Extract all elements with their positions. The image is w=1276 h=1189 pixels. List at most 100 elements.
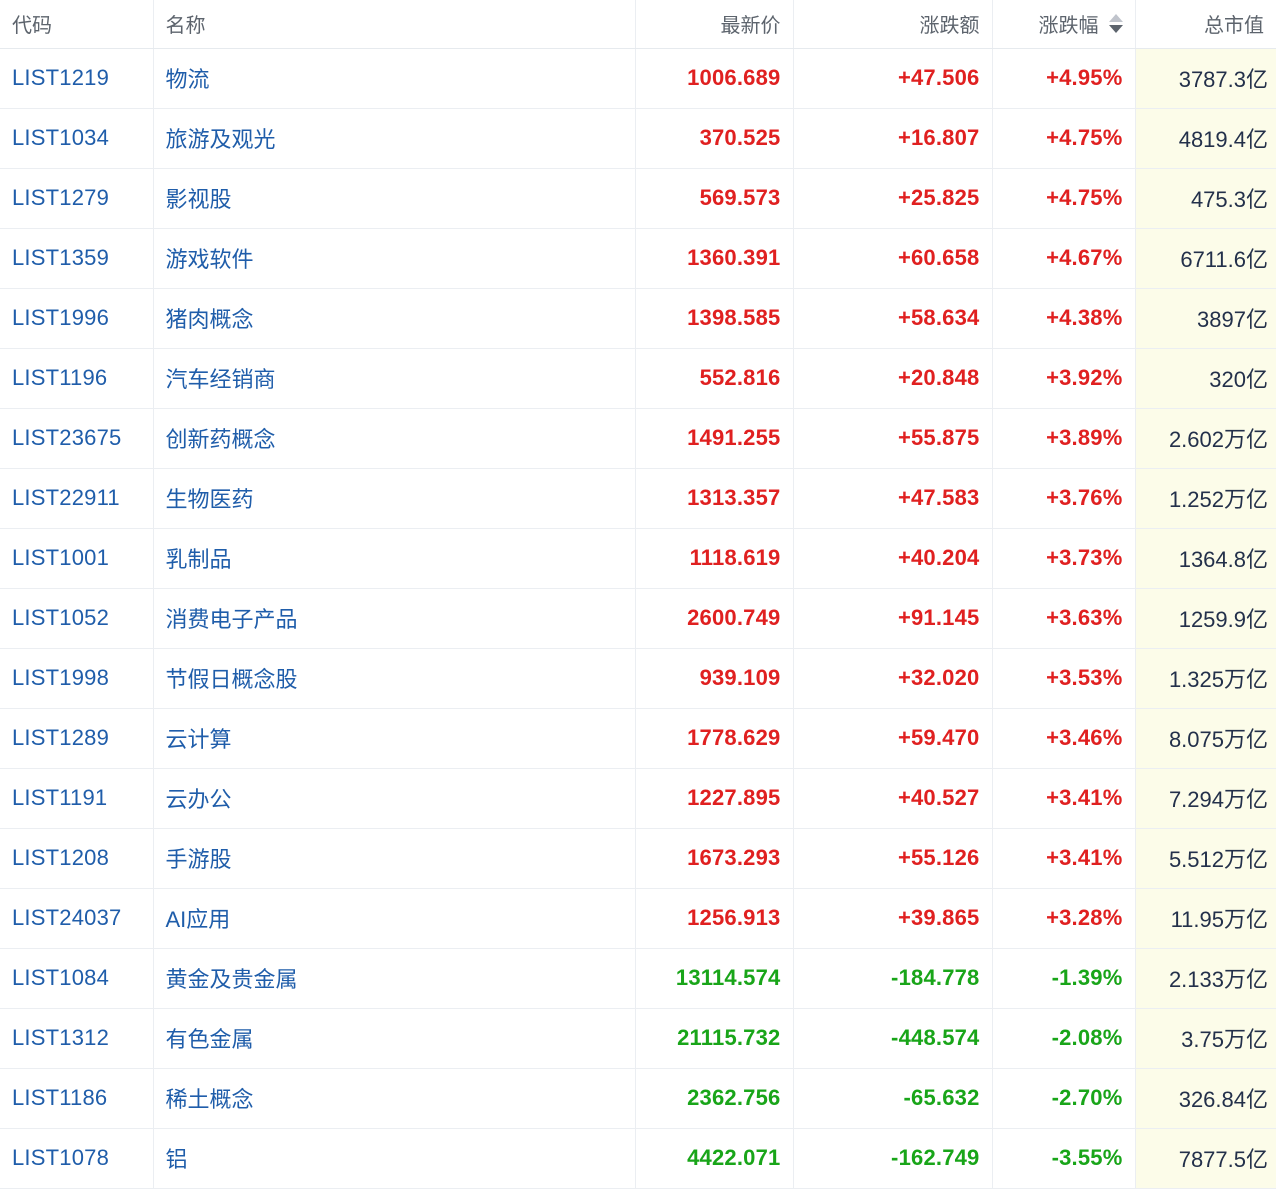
cell-name[interactable]: 物流 (153, 48, 636, 109)
column-header-change-percent[interactable]: 涨跌幅 (992, 0, 1136, 49)
cell-code[interactable]: LIST1196 (0, 348, 154, 409)
cell-change-percent: +3.46% (992, 708, 1136, 769)
cell-code[interactable]: LIST23675 (0, 408, 154, 469)
cell-change-amount: +32.020 (793, 648, 993, 709)
table-row[interactable]: LIST1078 铝 4422.071 -162.749 -3.55% 7877.5亿 (0, 1128, 1276, 1189)
cell-code[interactable]: LIST1078 (0, 1128, 154, 1189)
cell-name[interactable]: 乳制品 (153, 528, 636, 589)
cell-change-amount: +16.807 (793, 108, 993, 169)
table-row[interactable]: LIST1052 消费电子产品 2600.749 +91.145 +3.63% 1259.… (0, 588, 1276, 649)
cell-code[interactable]: LIST1191 (0, 768, 154, 829)
table-row[interactable]: LIST1084 黄金及贵金属 13114.574 -184.778 -1.39% 2.1… (0, 948, 1276, 1009)
cell-market-cap: 475.3亿 (1135, 168, 1276, 229)
cell-code[interactable]: LIST1034 (0, 108, 154, 169)
cell-market-cap: 1.252万亿 (1135, 468, 1276, 529)
cell-code[interactable]: LIST22911 (0, 468, 154, 529)
cell-market-cap: 4819.4亿 (1135, 108, 1276, 169)
cell-code[interactable]: LIST1186 (0, 1068, 154, 1129)
sort-descending-icon[interactable] (1108, 25, 1123, 34)
cell-code[interactable]: LIST1219 (0, 48, 154, 109)
table-row[interactable]: LIST1208 手游股 1673.293 +55.126 +3.41% 5.512万亿 (0, 828, 1276, 889)
column-header-change[interactable]: 涨跌额 (793, 0, 993, 49)
cell-change-amount: +40.204 (793, 528, 993, 589)
cell-latest-price: 1360.391 (635, 228, 794, 289)
cell-name[interactable]: 猪肉概念 (153, 288, 636, 349)
cell-change-amount: -184.778 (793, 948, 993, 1009)
cell-change-amount: +60.658 (793, 228, 993, 289)
cell-code[interactable]: LIST1312 (0, 1008, 154, 1069)
table-header-row: 代码 名称 最新价 涨跌额 涨跌幅 总市值 (0, 0, 1276, 49)
table-row[interactable]: LIST1359 游戏软件 1360.391 +60.658 +4.67% 6711.6亿 (0, 228, 1276, 289)
column-header-market-cap[interactable]: 总市值 (1135, 0, 1276, 49)
cell-change-amount: +25.825 (793, 168, 993, 229)
table-row[interactable]: LIST1312 有色金属 21115.732 -448.574 -2.08% 3.75万… (0, 1008, 1276, 1069)
table-row[interactable]: LIST24037 AI应用 1256.913 +39.865 +3.28% 11.95万… (0, 888, 1276, 949)
column-header-price[interactable]: 最新价 (635, 0, 794, 49)
cell-latest-price: 939.109 (635, 648, 794, 709)
cell-code[interactable]: LIST1279 (0, 168, 154, 229)
cell-name[interactable]: 影视股 (153, 168, 636, 229)
cell-code[interactable]: LIST1208 (0, 828, 154, 889)
table-row[interactable]: LIST1001 乳制品 1118.619 +40.204 +3.73% 1364.8亿 (0, 528, 1276, 589)
cell-name[interactable]: 节假日概念股 (153, 648, 636, 709)
cell-change-percent: +3.92% (992, 348, 1136, 409)
table-row[interactable]: LIST1196 汽车经销商 552.816 +20.848 +3.92% 320亿 (0, 348, 1276, 409)
cell-name[interactable]: 消费电子产品 (153, 588, 636, 649)
cell-change-amount: -162.749 (793, 1128, 993, 1189)
cell-change-percent: +3.89% (992, 408, 1136, 469)
cell-name[interactable]: 手游股 (153, 828, 636, 889)
cell-market-cap: 11.95万亿 (1135, 888, 1276, 949)
cell-market-cap: 2.133万亿 (1135, 948, 1276, 1009)
cell-market-cap: 2.602万亿 (1135, 408, 1276, 469)
cell-code[interactable]: LIST24037 (0, 888, 154, 949)
cell-name[interactable]: 云办公 (153, 768, 636, 829)
cell-change-percent: -2.08% (992, 1008, 1136, 1069)
cell-latest-price: 21115.732 (635, 1008, 794, 1069)
cell-code[interactable]: LIST1084 (0, 948, 154, 1009)
sort-arrows[interactable] (1108, 14, 1123, 34)
cell-name[interactable]: 黄金及贵金属 (153, 948, 636, 1009)
cell-market-cap: 7877.5亿 (1135, 1128, 1276, 1189)
table-row[interactable]: LIST1996 猪肉概念 1398.585 +58.634 +4.38% 3897亿 (0, 288, 1276, 349)
column-header-code[interactable]: 代码 (0, 0, 154, 49)
table-row[interactable]: LIST1279 影视股 569.573 +25.825 +4.75% 475.3亿 (0, 168, 1276, 229)
cell-change-amount: +20.848 (793, 348, 993, 409)
cell-code[interactable]: LIST1998 (0, 648, 154, 709)
cell-name[interactable]: 铝 (153, 1128, 636, 1189)
cell-change-amount: +55.875 (793, 408, 993, 469)
column-header-code-label: 代码 (12, 15, 52, 38)
table-row[interactable]: LIST22911 生物医药 1313.357 +47.583 +3.76% 1.252万… (0, 468, 1276, 529)
cell-name[interactable]: 旅游及观光 (153, 108, 636, 169)
cell-market-cap: 3897亿 (1135, 288, 1276, 349)
table-row[interactable]: LIST1998 节假日概念股 939.109 +32.020 +3.53% 1.325万… (0, 648, 1276, 709)
cell-code[interactable]: LIST1052 (0, 588, 154, 649)
table-row[interactable]: LIST1289 云计算 1778.629 +59.470 +3.46% 8.075万亿 (0, 708, 1276, 769)
cell-latest-price: 4422.071 (635, 1128, 794, 1189)
table-row[interactable]: LIST1034 旅游及观光 370.525 +16.807 +4.75% 4819.4亿 (0, 108, 1276, 169)
sort-ascending-icon[interactable] (1108, 14, 1123, 23)
cell-name[interactable]: 生物医药 (153, 468, 636, 529)
cell-code[interactable]: LIST1001 (0, 528, 154, 589)
cell-name[interactable]: 创新药概念 (153, 408, 636, 469)
cell-name[interactable]: 稀土概念 (153, 1068, 636, 1129)
cell-latest-price: 1398.585 (635, 288, 794, 349)
cell-name[interactable]: 有色金属 (153, 1008, 636, 1069)
column-header-name[interactable]: 名称 (153, 0, 636, 49)
table-row[interactable]: LIST1186 稀土概念 2362.756 -65.632 -2.70% 326.84亿 (0, 1068, 1276, 1129)
cell-code[interactable]: LIST1996 (0, 288, 154, 349)
table-row[interactable]: LIST1191 云办公 1227.895 +40.527 +3.41% 7.294万亿 (0, 768, 1276, 829)
cell-name[interactable]: AI应用 (153, 888, 636, 949)
cell-change-percent: +3.76% (992, 468, 1136, 529)
cell-name[interactable]: 汽车经销商 (153, 348, 636, 409)
cell-latest-price: 1256.913 (635, 888, 794, 949)
cell-latest-price: 1006.689 (635, 48, 794, 109)
cell-change-percent: -2.70% (992, 1068, 1136, 1129)
column-header-market-cap-label: 总市值 (1204, 15, 1264, 38)
table-row[interactable]: LIST23675 创新药概念 1491.255 +55.875 +3.89% 2.602… (0, 408, 1276, 469)
cell-code[interactable]: LIST1289 (0, 708, 154, 769)
cell-name[interactable]: 云计算 (153, 708, 636, 769)
cell-name[interactable]: 游戏软件 (153, 228, 636, 289)
table-row[interactable]: LIST1219 物流 1006.689 +47.506 +4.95% 3787.3亿 (0, 48, 1276, 109)
cell-market-cap: 7.294万亿 (1135, 768, 1276, 829)
cell-code[interactable]: LIST1359 (0, 228, 154, 289)
